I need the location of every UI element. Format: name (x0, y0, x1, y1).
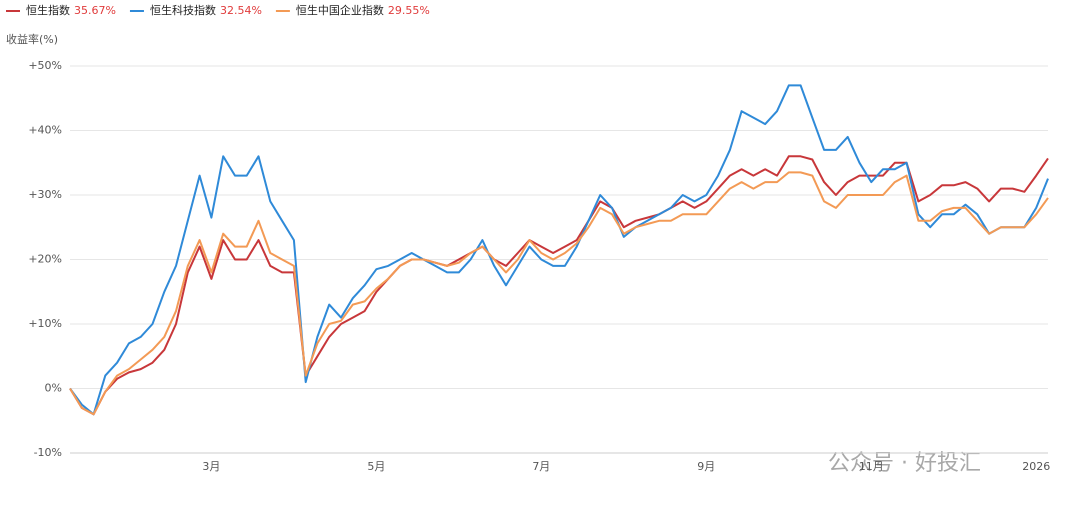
series-line (69, 155, 1049, 416)
y-tick-label: +50% (28, 59, 62, 72)
y-axis-label: 收益率(%) (6, 32, 58, 46)
legend-name: 恒生中国企业指数 (296, 3, 384, 17)
x-tick-label: 11月 (859, 460, 884, 473)
x-tick-label: 5月 (367, 460, 385, 473)
y-tick-label: +40% (28, 124, 62, 137)
x-tick-label: 2026 (1022, 460, 1050, 473)
watermark: 公众号 · 好投汇 (828, 451, 981, 476)
series-line (69, 171, 1049, 416)
series-line (69, 84, 1049, 416)
y-tick-label: +10% (28, 317, 62, 330)
legend-value: 35.67% (74, 4, 116, 17)
x-tick-label: 9月 (697, 460, 715, 473)
y-tick-label: +20% (28, 253, 62, 266)
y-tick-label: -10% (34, 446, 62, 459)
x-tick-label: 3月 (202, 460, 220, 473)
legend: 恒生指数 35.67% 恒生科技指数 32.54% 恒生中国企业指数 29.55% (6, 3, 430, 17)
y-tick-label: 0% (45, 382, 62, 395)
x-tick-label: 7月 (532, 460, 550, 473)
legend-name: 恒生科技指数 (150, 3, 216, 17)
legend-value: 32.54% (220, 4, 262, 17)
y-tick-label: +30% (28, 188, 62, 201)
legend-name: 恒生指数 (26, 3, 70, 17)
legend-value: 29.55% (388, 4, 430, 17)
